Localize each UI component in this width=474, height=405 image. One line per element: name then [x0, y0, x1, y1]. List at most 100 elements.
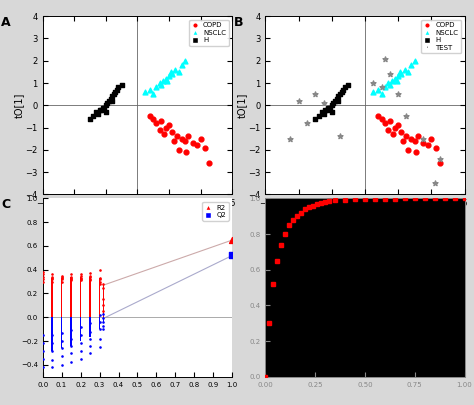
- Point: [67, 276, 75, 282]
- Point: [58, 275, 65, 281]
- Point: [100, 308, 107, 315]
- Point: [228, 252, 236, 259]
- Point: [436, 160, 443, 166]
- Point: [111, 89, 119, 95]
- Point: [96, 107, 103, 113]
- Point: [77, 273, 84, 279]
- Point: [381, 120, 389, 126]
- Point: [48, 278, 56, 285]
- Point: [96, 319, 103, 325]
- Bar: [99, 278, 100, 317]
- Bar: [70, 317, 72, 346]
- Text: A: A: [1, 16, 10, 29]
- Point: [48, 364, 56, 371]
- Point: [77, 340, 84, 347]
- Point: [162, 75, 170, 82]
- Bar: [102, 285, 104, 317]
- Point: [67, 277, 75, 284]
- Point: [321, 107, 329, 113]
- Point: [175, 68, 182, 75]
- Point: [157, 82, 165, 89]
- Point: [96, 344, 103, 350]
- Point: [146, 113, 154, 120]
- Point: [329, 100, 337, 106]
- Bar: [61, 278, 63, 317]
- Point: [77, 271, 84, 278]
- Point: [391, 124, 399, 131]
- Bar: [51, 317, 53, 350]
- Point: [67, 271, 75, 278]
- Point: [67, 274, 75, 280]
- Point: [159, 78, 166, 84]
- Point: [58, 276, 65, 282]
- Y-axis label: tO[1]: tO[1]: [14, 93, 24, 118]
- Point: [403, 133, 410, 140]
- Point: [77, 276, 84, 282]
- Point: [153, 120, 160, 126]
- Point: [424, 142, 432, 149]
- Point: [107, 96, 114, 102]
- Point: [48, 271, 56, 278]
- Point: [97, 107, 105, 113]
- Point: [94, 111, 102, 117]
- Point: [96, 335, 103, 342]
- Bar: [80, 317, 82, 341]
- Point: [194, 142, 201, 149]
- Point: [39, 278, 46, 285]
- Point: [110, 91, 118, 98]
- Point: [394, 122, 402, 129]
- Point: [48, 276, 56, 282]
- Point: [39, 332, 46, 338]
- Point: [403, 113, 410, 120]
- Point: [96, 278, 103, 285]
- Point: [370, 89, 377, 95]
- Bar: [42, 317, 44, 350]
- Point: [205, 160, 212, 166]
- Point: [173, 133, 181, 140]
- Point: [113, 86, 121, 93]
- Point: [77, 324, 84, 330]
- Point: [67, 335, 75, 342]
- Point: [389, 131, 397, 138]
- Point: [175, 147, 182, 153]
- Point: [77, 275, 84, 281]
- Point: [100, 284, 107, 291]
- Point: [419, 140, 427, 147]
- Bar: [99, 317, 100, 329]
- Point: [331, 98, 339, 104]
- Point: [319, 100, 327, 106]
- Point: [428, 136, 435, 142]
- Point: [58, 273, 65, 279]
- Bar: [70, 277, 72, 317]
- Point: [419, 136, 427, 142]
- Point: [388, 78, 395, 84]
- Text: C: C: [1, 198, 10, 211]
- Point: [341, 84, 349, 91]
- Point: [100, 104, 108, 111]
- Point: [384, 126, 392, 133]
- Point: [39, 340, 46, 347]
- Point: [323, 107, 331, 113]
- Point: [168, 71, 176, 77]
- Point: [156, 126, 164, 133]
- Point: [381, 84, 389, 91]
- Point: [178, 62, 185, 68]
- Point: [411, 58, 419, 64]
- Bar: [42, 277, 44, 317]
- Point: [414, 133, 422, 140]
- Point: [58, 274, 65, 280]
- Bar: [51, 278, 53, 317]
- Point: [157, 118, 165, 124]
- Point: [86, 328, 94, 335]
- Point: [100, 319, 107, 325]
- Bar: [89, 277, 91, 317]
- Point: [401, 66, 409, 73]
- Point: [96, 326, 103, 333]
- Point: [149, 115, 157, 122]
- Point: [181, 58, 189, 64]
- Point: [58, 338, 65, 344]
- Point: [170, 138, 178, 144]
- Point: [96, 311, 103, 318]
- Point: [100, 296, 107, 303]
- Point: [77, 347, 84, 354]
